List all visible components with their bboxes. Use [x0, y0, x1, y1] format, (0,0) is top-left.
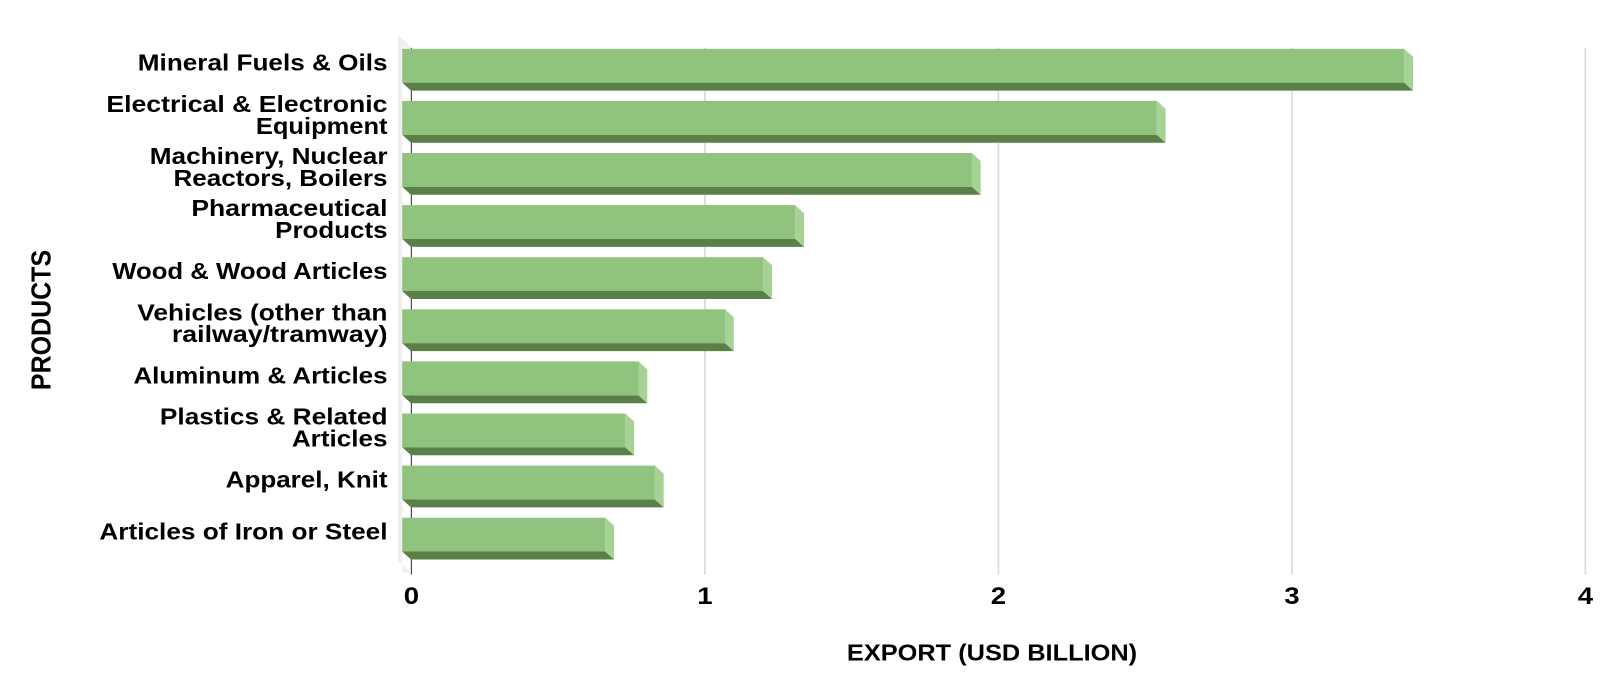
svg-text:Electrical & Electronic: Electrical & Electronic: [106, 92, 387, 118]
svg-text:Aluminum & Articles: Aluminum & Articles: [133, 364, 387, 389]
svg-text:Machinery, Nuclear: Machinery, Nuclear: [150, 144, 388, 169]
svg-text:Mineral Fuels & Oils: Mineral Fuels & Oils: [138, 51, 388, 76]
svg-text:Plastics & Related: Plastics & Related: [160, 405, 388, 430]
svg-text:Products: Products: [275, 218, 387, 243]
svg-text:Pharmaceutical: Pharmaceutical: [191, 197, 387, 222]
svg-text:Articles: Articles: [292, 427, 388, 452]
svg-text:PRODUCTS: PRODUCTS: [26, 250, 57, 390]
svg-text:EXPORT (USD BILLION): EXPORT (USD BILLION): [847, 640, 1137, 666]
svg-text:4: 4: [1578, 583, 1594, 609]
svg-text:2: 2: [991, 583, 1006, 609]
svg-text:1: 1: [697, 583, 712, 609]
svg-text:railway/tramway): railway/tramway): [172, 322, 388, 348]
svg-text:Articles of Iron or Steel: Articles of Iron or Steel: [99, 520, 387, 545]
svg-text:Wood & Wood Articles: Wood & Wood Articles: [112, 259, 387, 284]
svg-text:0: 0: [404, 583, 419, 609]
svg-text:Apparel, Knit: Apparel, Knit: [226, 468, 388, 493]
svg-text:Reactors, Boilers: Reactors, Boilers: [173, 166, 387, 191]
svg-text:3: 3: [1284, 583, 1299, 609]
svg-text:Vehicles (other than: Vehicles (other than: [137, 301, 387, 326]
svg-text:Equipment: Equipment: [256, 114, 388, 140]
